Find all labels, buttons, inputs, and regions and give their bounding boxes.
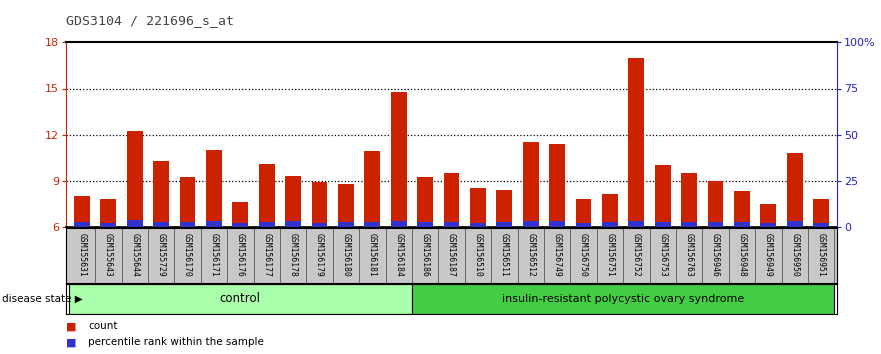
Text: GSM156749: GSM156749 xyxy=(552,233,561,276)
Bar xyxy=(127,131,143,227)
Text: GSM156951: GSM156951 xyxy=(817,233,825,276)
Text: GSM156510: GSM156510 xyxy=(473,233,483,276)
Bar xyxy=(522,221,538,227)
Bar xyxy=(206,221,222,227)
Bar xyxy=(100,223,116,227)
Bar xyxy=(707,222,723,227)
Text: ■: ■ xyxy=(66,337,77,347)
Text: GSM156187: GSM156187 xyxy=(447,233,456,276)
Bar xyxy=(418,177,433,227)
Bar xyxy=(418,222,433,227)
Bar xyxy=(153,161,169,227)
Bar xyxy=(813,199,829,227)
Bar xyxy=(233,202,248,227)
Bar xyxy=(391,92,407,227)
Bar xyxy=(285,221,301,227)
Text: GSM156184: GSM156184 xyxy=(394,233,403,276)
Bar xyxy=(365,222,381,227)
Text: control: control xyxy=(220,292,261,306)
Bar xyxy=(655,165,670,227)
Bar xyxy=(127,220,143,227)
Bar xyxy=(496,222,512,227)
Text: GSM156170: GSM156170 xyxy=(183,233,192,276)
Text: GSM156750: GSM156750 xyxy=(579,233,588,276)
Bar xyxy=(549,144,565,227)
Bar xyxy=(233,223,248,227)
Bar xyxy=(575,223,591,227)
Bar xyxy=(259,164,275,227)
Bar xyxy=(412,284,834,314)
Text: GSM156753: GSM156753 xyxy=(658,233,667,276)
Bar xyxy=(365,152,381,227)
Text: GSM155631: GSM155631 xyxy=(78,233,86,276)
Text: GSM155643: GSM155643 xyxy=(104,233,113,276)
Bar xyxy=(74,196,90,227)
Text: GSM156948: GSM156948 xyxy=(737,233,746,276)
Bar xyxy=(180,177,196,227)
Text: disease state ▶: disease state ▶ xyxy=(2,294,83,304)
Bar xyxy=(312,223,328,227)
Bar xyxy=(153,222,169,227)
Text: GSM156186: GSM156186 xyxy=(420,233,430,276)
Bar xyxy=(734,191,750,227)
Bar xyxy=(707,181,723,227)
Text: GSM156512: GSM156512 xyxy=(526,233,536,276)
Bar xyxy=(522,142,538,227)
Bar xyxy=(655,222,670,227)
Text: count: count xyxy=(88,321,117,331)
Text: GSM156176: GSM156176 xyxy=(236,233,245,276)
Bar xyxy=(444,173,459,227)
Bar xyxy=(681,173,697,227)
Bar xyxy=(496,190,512,227)
Text: GSM156752: GSM156752 xyxy=(632,233,640,276)
Text: ■: ■ xyxy=(66,321,77,331)
Text: percentile rank within the sample: percentile rank within the sample xyxy=(88,337,264,347)
Bar xyxy=(206,150,222,227)
Bar xyxy=(813,223,829,227)
Text: GSM156179: GSM156179 xyxy=(315,233,324,276)
Text: GSM156950: GSM156950 xyxy=(790,233,799,276)
Text: GSM156751: GSM156751 xyxy=(605,233,614,276)
Text: GSM155729: GSM155729 xyxy=(157,233,166,276)
Bar xyxy=(259,222,275,227)
Bar xyxy=(100,199,116,227)
Bar xyxy=(681,222,697,227)
Text: GSM156180: GSM156180 xyxy=(342,233,351,276)
Bar xyxy=(787,153,803,227)
Bar xyxy=(549,221,565,227)
Bar xyxy=(285,176,301,227)
Bar xyxy=(338,222,354,227)
Bar xyxy=(69,284,412,314)
Text: GSM155644: GSM155644 xyxy=(130,233,139,276)
Text: GSM156171: GSM156171 xyxy=(210,233,218,276)
Bar xyxy=(787,221,803,227)
Bar xyxy=(602,194,618,227)
Bar xyxy=(628,221,644,227)
Bar xyxy=(575,199,591,227)
Bar xyxy=(602,222,618,227)
Bar xyxy=(470,223,485,227)
Text: GSM156178: GSM156178 xyxy=(289,233,298,276)
Bar xyxy=(628,58,644,227)
Bar xyxy=(391,221,407,227)
Bar xyxy=(760,223,776,227)
Bar xyxy=(444,222,459,227)
Text: GSM156946: GSM156946 xyxy=(711,233,720,276)
Bar xyxy=(338,184,354,227)
Bar xyxy=(180,222,196,227)
Text: insulin-resistant polycystic ovary syndrome: insulin-resistant polycystic ovary syndr… xyxy=(502,294,744,304)
Text: GSM156949: GSM156949 xyxy=(764,233,773,276)
Bar xyxy=(760,204,776,227)
Text: GSM156177: GSM156177 xyxy=(263,233,271,276)
Bar xyxy=(470,188,485,227)
Bar xyxy=(312,182,328,227)
Text: GSM156181: GSM156181 xyxy=(367,233,377,276)
Text: GDS3104 / 221696_s_at: GDS3104 / 221696_s_at xyxy=(66,14,234,27)
Text: GSM156511: GSM156511 xyxy=(500,233,509,276)
Bar xyxy=(734,222,750,227)
Bar xyxy=(74,222,90,227)
Text: GSM156763: GSM156763 xyxy=(685,233,693,276)
